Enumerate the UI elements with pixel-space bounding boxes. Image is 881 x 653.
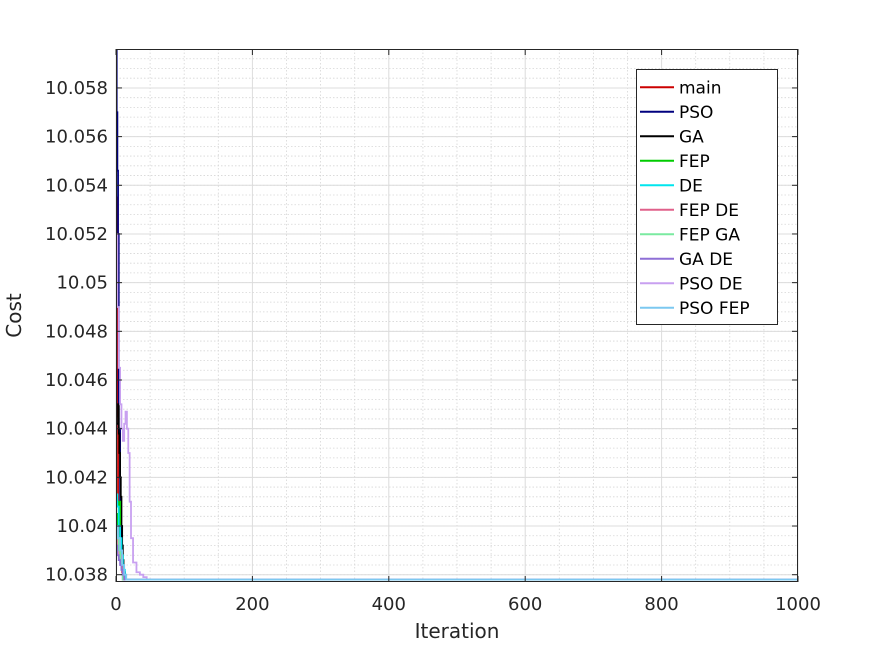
x-tick-label: 200 (235, 594, 269, 615)
y-tick-label: 10.044 (45, 419, 108, 440)
x-tick-label: 1000 (775, 594, 821, 615)
y-tick-label: 10.042 (45, 467, 108, 488)
legend-entry-label: GA (679, 127, 704, 147)
legend-entry-label: PSO (679, 103, 713, 123)
x-tick-label: 600 (508, 594, 542, 615)
x-tick-label: 0 (110, 594, 121, 615)
x-tick-label: 400 (372, 594, 406, 615)
legend: main PSO GA FEP DE FEP DE FEP GA GA DE PSO DE PSO… (636, 69, 778, 325)
series-line-pso-de (116, 233, 798, 581)
legend-entry-label: FEP DE (679, 201, 739, 221)
x-axis-title: Iteration (415, 619, 500, 643)
legend-entry-label: FEP GA (679, 225, 740, 245)
legend-entry-label: GA DE (679, 250, 733, 270)
y-tick-label: 10.058 (45, 78, 108, 99)
y-tick-label: 10.046 (45, 370, 108, 391)
x-axis: 0 200 400 600 800 1000 (110, 49, 821, 615)
series-lines (116, 49, 798, 581)
y-tick-label: 10.05 (56, 273, 108, 294)
y-tick-label: 10.054 (45, 175, 108, 196)
legend-entry-label: FEP (679, 152, 710, 172)
y-tick-label: 10.052 (45, 224, 108, 245)
axes-box (116, 49, 798, 582)
y-axis-title: Cost (2, 293, 26, 338)
series-line-pso-fep (116, 525, 798, 581)
y-tick-label: 10.038 (45, 565, 108, 586)
y-axis: 10.038 10.04 10.042 10.044 10.046 10.048 10.05… (45, 78, 798, 586)
x-tick-label: 800 (644, 594, 678, 615)
y-tick-label: 10.04 (56, 516, 108, 537)
y-tick-label: 10.056 (45, 127, 108, 148)
legend-entry-label: DE (679, 176, 703, 196)
y-tick-label: 10.048 (45, 321, 108, 342)
legend-entry-label: main (679, 78, 721, 98)
legend-entry-label: PSO FEP (679, 299, 750, 319)
legend-entry-label: PSO DE (679, 274, 743, 294)
